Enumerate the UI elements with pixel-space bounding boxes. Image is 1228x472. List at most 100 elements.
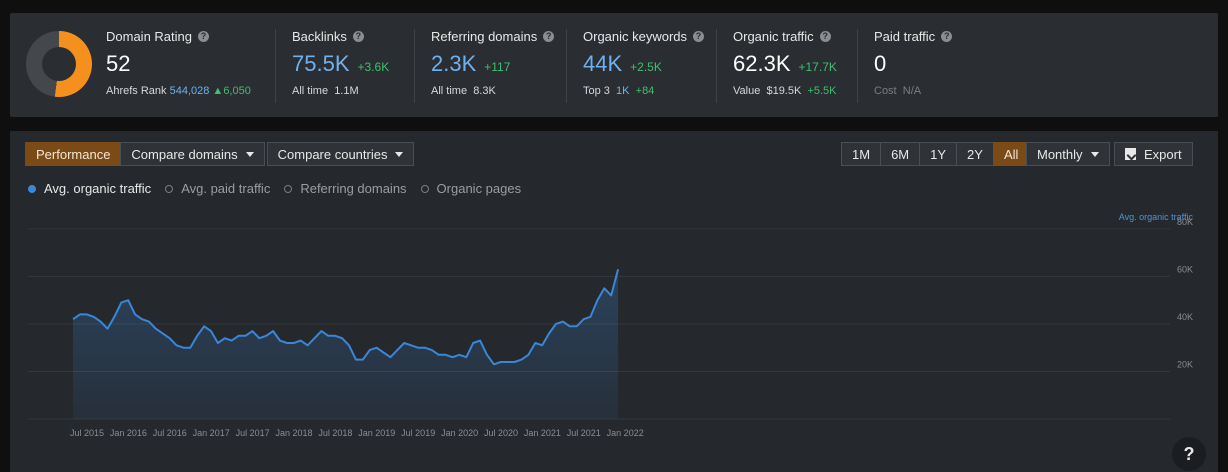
backlinks-value[interactable]: 75.5K xyxy=(292,51,350,76)
range-6m[interactable]: 6M xyxy=(880,142,921,166)
sub-label: All time xyxy=(292,85,329,97)
value-row: 0 xyxy=(874,51,997,77)
domain-rating-donut xyxy=(26,31,92,97)
y-tick-label: 20K xyxy=(1177,359,1193,369)
paid-traffic-sub: Cost N/A xyxy=(874,85,997,97)
y-tick-label: 60K xyxy=(1177,264,1193,274)
monthly-dropdown[interactable]: Monthly xyxy=(1026,142,1110,166)
download-icon xyxy=(1125,148,1136,160)
view-tabs: Performance Compare domains Compare coun… xyxy=(25,142,415,166)
range-1m[interactable]: 1M xyxy=(841,142,882,166)
stat-organic-traffic[interactable]: Organic traffic ? 62.3K +17.7K Value $19… xyxy=(716,29,858,103)
stat-title: Backlinks ? xyxy=(292,29,415,44)
organic-keywords-delta: +2.5K xyxy=(630,60,662,74)
help-icon[interactable]: ? xyxy=(693,31,705,42)
range-label: 2Y xyxy=(967,146,983,162)
help-button[interactable]: ? xyxy=(1172,437,1206,471)
value-row: 52 xyxy=(106,51,251,77)
x-tick-label: Jul 2019 xyxy=(401,428,435,438)
referring-domains-sub: All time 8.3K xyxy=(431,85,566,97)
backlinks-sub: All time 1.1M xyxy=(292,85,415,97)
ahrefs-rank: Ahrefs Rank 544,028 ▲6,050 xyxy=(106,85,251,97)
tab-label: Compare countries xyxy=(277,146,388,162)
stat-organic-keywords[interactable]: Organic keywords ? 44K +2.5K Top 3 1K +8… xyxy=(566,29,716,103)
stat-domain-rating[interactable]: Domain Rating ? 52 Ahrefs Rank 544,028 ▲… xyxy=(106,29,251,103)
x-tick-label: Jan 2019 xyxy=(358,428,395,438)
radio-dot-icon xyxy=(284,184,293,193)
rank-delta: ▲6,050 xyxy=(212,85,250,97)
legend-organic-pages[interactable]: Organic pages xyxy=(420,181,521,196)
series-area xyxy=(73,269,619,419)
organic-keywords-value[interactable]: 44K xyxy=(583,51,623,76)
radio-dot-icon xyxy=(165,184,174,193)
range-2y[interactable]: 2Y xyxy=(956,142,994,166)
stat-referring-domains[interactable]: Referring domains ? 2.3K +117 All time 8… xyxy=(414,29,566,103)
tab-label: Compare domains xyxy=(131,146,238,162)
donut-hole xyxy=(42,47,76,81)
stat-title: Paid traffic ? xyxy=(874,29,997,44)
help-icon[interactable]: ? xyxy=(819,31,831,42)
interval-select: Monthly xyxy=(1026,142,1110,166)
backlinks-title: Backlinks xyxy=(292,29,347,44)
x-tick-label: Jul 2016 xyxy=(153,428,187,438)
x-tick-label: Jul 2020 xyxy=(484,428,518,438)
export-group: Export xyxy=(1114,142,1193,166)
referring-domains-title: Referring domains xyxy=(431,29,538,44)
x-tick-label: Jul 2018 xyxy=(318,428,352,438)
range-label: 1M xyxy=(852,146,871,162)
help-icon[interactable]: ? xyxy=(941,31,953,42)
stat-paid-traffic[interactable]: Paid traffic ? 0 Cost N/A xyxy=(857,29,997,103)
sub-value: 8.3K xyxy=(473,85,496,97)
x-tick-label: Jan 2021 xyxy=(524,428,561,438)
organic-keywords-title: Organic keywords xyxy=(583,29,688,44)
caret-down-icon xyxy=(1090,151,1099,157)
organic-traffic-value: 62.3K xyxy=(733,51,791,76)
organic-traffic-sub: Value $19.5K +5.5K xyxy=(733,85,858,97)
legend-avg-organic-traffic[interactable]: Avg. organic traffic xyxy=(28,181,151,196)
sub-delta: +84 xyxy=(635,85,655,97)
sub-delta: +5.5K xyxy=(807,85,837,97)
organic-traffic-chart[interactable]: 20K 40K 60K 80K Jul 2015 Jan 2016 Jul 2016 Jan… xyxy=(10,131,1218,472)
help-icon[interactable]: ? xyxy=(198,31,209,42)
legend-referring-domains[interactable]: Referring domains xyxy=(284,181,407,196)
value-row: 44K +2.5K xyxy=(583,51,716,77)
referring-domains-value[interactable]: 2.3K xyxy=(431,51,477,76)
rank-label: Ahrefs Rank xyxy=(106,85,167,97)
stat-title: Organic traffic ? xyxy=(733,29,858,44)
x-tick-label: Jan 2018 xyxy=(275,428,312,438)
range-label: 1Y xyxy=(930,146,947,162)
help-icon[interactable]: ? xyxy=(543,31,555,42)
help-icon[interactable]: ? xyxy=(352,31,364,42)
triangle-up-icon: ▲ xyxy=(212,85,224,97)
referring-domains-delta: +117 xyxy=(484,60,511,74)
y-tick-label: 40K xyxy=(1177,312,1193,322)
organic-traffic-delta: +17.7K xyxy=(798,60,837,74)
legend-label: Avg. paid traffic xyxy=(181,181,271,196)
rank-value[interactable]: 544,028 xyxy=(169,85,210,97)
compare-domains-dropdown[interactable]: Compare domains xyxy=(120,142,265,166)
stat-backlinks[interactable]: Backlinks ? 75.5K +3.6K All time 1.1M xyxy=(275,29,415,103)
legend-label: Avg. organic traffic xyxy=(44,181,152,196)
legend-avg-paid-traffic[interactable]: Avg. paid traffic xyxy=(165,181,270,196)
series-layer xyxy=(72,269,620,419)
sub-label: Top 3 xyxy=(583,85,610,97)
x-tick-label: Jul 2015 xyxy=(70,428,104,438)
domain-rating-value: 52 xyxy=(106,51,131,76)
tab-performance[interactable]: Performance xyxy=(25,142,122,166)
rank-delta-value: 6,050 xyxy=(223,85,251,97)
interval-label: Monthly xyxy=(1037,146,1083,162)
sub-value[interactable]: 1K xyxy=(616,85,630,97)
series-label: Avg. organic traffic xyxy=(1119,212,1194,222)
export-button[interactable]: Export xyxy=(1114,142,1193,166)
range-1y[interactable]: 1Y xyxy=(919,142,958,166)
radio-dot-icon xyxy=(420,184,429,193)
domain-rating-title: Domain Rating xyxy=(106,29,192,44)
sub-label: All time xyxy=(431,85,468,97)
value-row: 62.3K +17.7K xyxy=(733,51,858,77)
range-all[interactable]: All xyxy=(992,142,1030,166)
sub-value: $19.5K xyxy=(766,85,802,97)
x-tick-label: Jul 2017 xyxy=(236,428,270,438)
compare-countries-dropdown[interactable]: Compare countries xyxy=(266,142,415,166)
x-axis-ticks: Jul 2015 Jan 2016 Jul 2016 Jan 2017 Jul 2017… xyxy=(70,428,644,438)
chart-legend: Avg. organic traffic Avg. paid traffic R… xyxy=(28,181,523,196)
